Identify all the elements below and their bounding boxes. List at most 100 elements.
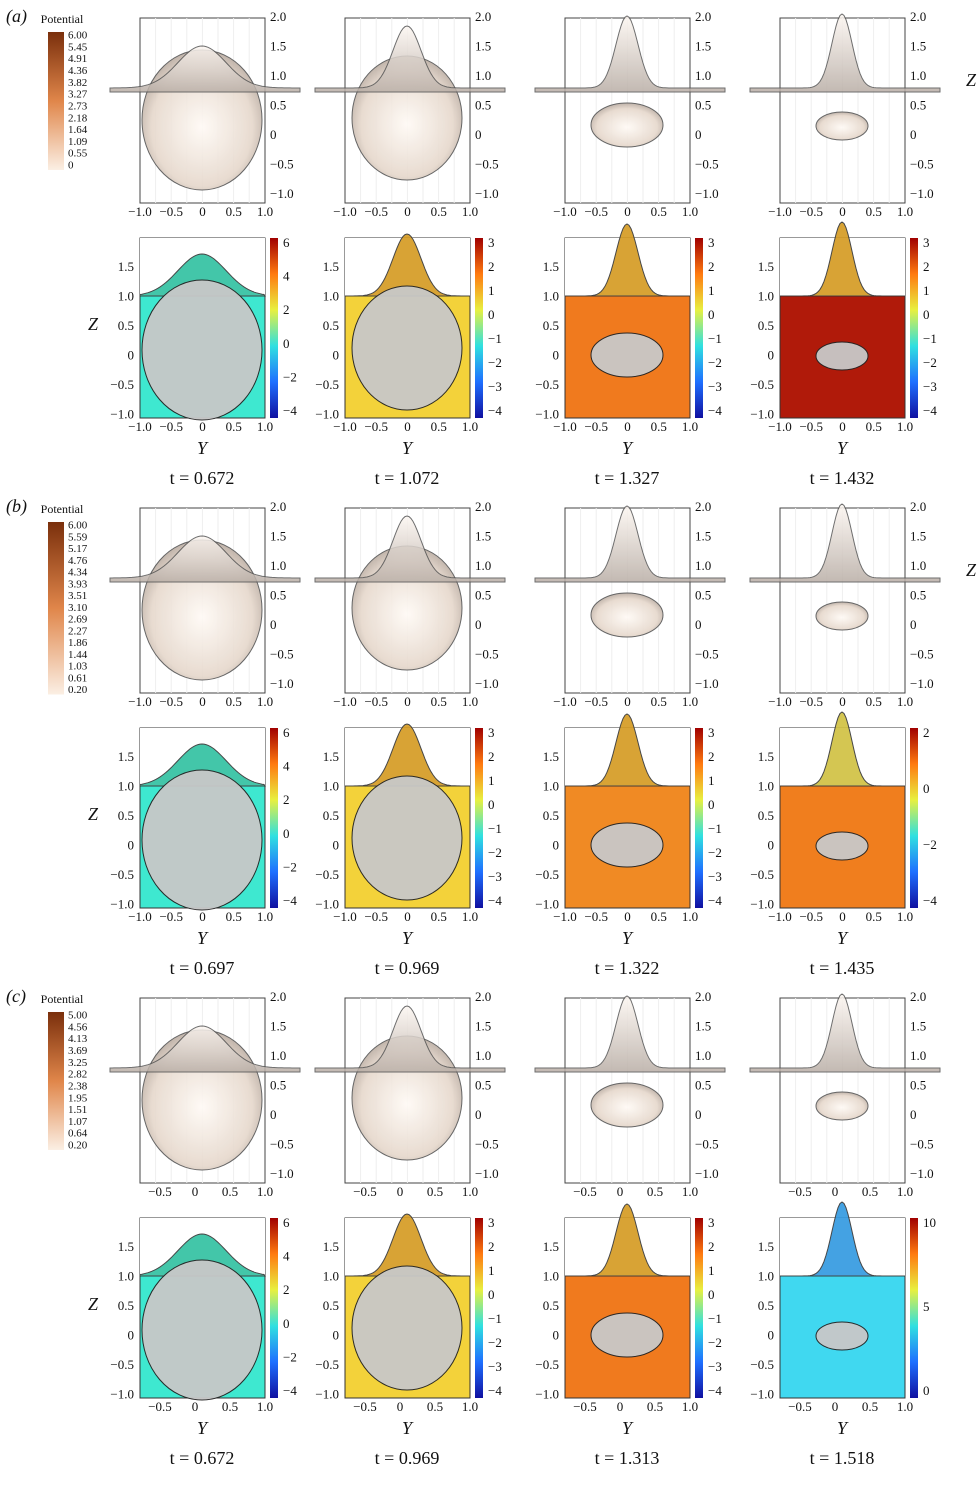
z-tick: −1.0 [270,1166,294,1181]
y-label: Y [837,438,849,458]
legend-tick: 2.27 [68,625,88,637]
x-tick: −0.5 [159,419,183,434]
colorbar-tick: 2 [283,302,290,317]
droplet [590,102,664,148]
colorbar [475,1218,483,1398]
z-tick: 1.5 [910,38,926,53]
interface-field [139,743,266,787]
colorbar-tick: −1 [708,821,722,836]
colorbar-tick: 0 [283,826,290,841]
x-tick: −1.0 [333,909,357,924]
colorbar-tick: 2 [708,1239,715,1254]
colorbar-tick: −4 [708,893,722,908]
x-tick: 1.0 [682,419,698,434]
z-tick: 1.0 [118,288,134,303]
colorbar-tick: −4 [923,403,937,418]
z-tick: 0.5 [270,587,286,602]
legend-title: Potential [41,12,84,26]
z-tick: 0.5 [323,1298,339,1313]
colorbar-tick: 3 [708,235,715,250]
droplet [590,1082,664,1128]
legend-tick: 2.73 [68,100,88,112]
x-tick: 1.0 [897,694,913,709]
colorbar-tick: 0 [708,1287,715,1302]
x-tick: −0.5 [364,694,388,709]
colorbar-tick: 2 [488,749,495,764]
x-tick: −1.0 [333,204,357,219]
z-tick: 1.5 [543,259,559,274]
z-tick: −1.0 [535,896,559,911]
z-tick: 0.5 [270,97,286,112]
x-tick: −1.0 [768,694,792,709]
x-tick: 0.5 [866,909,882,924]
legend-tick: 2.38 [68,1080,88,1092]
z-tick: −0.5 [110,867,134,882]
z-tick: −0.5 [315,867,339,882]
z-tick: −1.0 [535,1386,559,1401]
z-tick: 0 [768,347,775,362]
colorbar-tick: 2 [923,259,930,274]
z-tick: 1.5 [270,528,286,543]
z-tick: 1.5 [758,1239,774,1254]
x-tick: 0.5 [651,694,667,709]
z-tick: 0 [333,1327,340,1342]
legend-tick: 1.07 [68,1116,88,1128]
z-tick: −0.5 [910,156,934,171]
z-tick: 1.5 [758,749,774,764]
colorbar-tick: −1 [708,1311,722,1326]
x-tick: 0 [839,419,846,434]
y-label: Y [837,1418,849,1438]
legend-tick: 4.76 [68,555,88,567]
panel-label: (c) [6,986,26,1007]
z-tick: 0.5 [475,587,491,602]
z-tick: −0.5 [750,377,774,392]
x-tick: 0 [624,694,631,709]
z-tick: 0.5 [910,97,926,112]
z-tick: 1.5 [475,528,491,543]
z-tick: 1.5 [695,528,711,543]
colorbar [695,238,703,418]
z-tick: 2.0 [475,9,491,24]
legend-tick: 2.69 [68,614,88,626]
droplet [815,111,869,141]
x-tick: −1.0 [128,694,152,709]
droplet [590,592,664,638]
x-tick: 0.5 [222,1184,238,1199]
y-label: Y [402,438,414,458]
x-tick: −1.0 [768,909,792,924]
x-tick: 1.0 [897,1184,913,1199]
z-tick: 1.0 [323,1268,339,1283]
z-tick: 1.5 [118,259,134,274]
z-tick: −1.0 [315,896,339,911]
z-tick: 1.0 [270,1048,286,1063]
colorbar-tick: 6 [283,725,290,740]
z-tick: 1.0 [758,288,774,303]
x-tick: 0 [617,1184,624,1199]
z-label: Z [966,560,977,580]
z-tick: −0.5 [270,156,294,171]
z-tick: 1.5 [543,749,559,764]
z-tick: 0 [768,1327,775,1342]
x-tick: −0.5 [573,1399,597,1414]
z-tick: 0 [475,127,482,142]
colorbar-tick: −2 [488,355,502,370]
z-tick: −1.0 [695,676,719,691]
colorbar-tick: −1 [488,331,502,346]
x-tick: 1.0 [462,419,478,434]
z-label: Z [966,70,977,90]
legend-bar [48,32,64,170]
colorbar-tick: −1 [708,331,722,346]
colorbar-tick: 1 [708,283,715,298]
colorbar-tick: −3 [708,869,722,884]
x-tick: 0.5 [647,1399,663,1414]
x-tick: −0.5 [788,1399,812,1414]
z-tick: 0 [553,837,560,852]
colorbar-tick: 3 [488,1215,495,1230]
time-label: t = 1.432 [810,468,875,488]
x-tick: 0 [404,694,411,709]
z-tick: −1.0 [315,406,339,421]
y-label: Y [197,438,209,458]
z-tick: 0.5 [323,808,339,823]
z-tick: 1.5 [695,38,711,53]
